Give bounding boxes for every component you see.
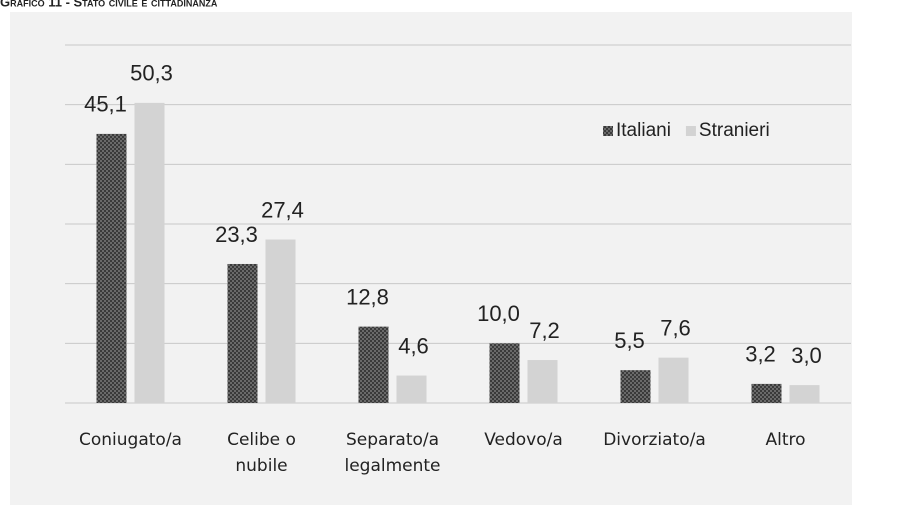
bar [489,343,520,403]
x-tick-label: Vedovo/a [484,430,563,450]
data-label: 7,2 [529,318,560,343]
x-tick-label: Coniugato/a [79,430,182,450]
bar [789,385,820,403]
data-label: 50,3 [130,61,173,86]
data-label: 12,8 [346,284,389,309]
x-tick-label: Divorziato/a [603,430,706,450]
bar [751,383,782,403]
data-label: 3,2 [745,342,776,367]
bar [134,102,165,404]
bar [227,263,258,403]
data-label: 23,3 [215,222,258,247]
data-label: 4,6 [398,333,429,358]
x-tick-label: Altro [765,430,805,450]
legend-swatch [685,126,696,136]
legend-swatch [603,126,613,136]
legend-label: Stranieri [699,120,770,141]
bar [620,370,651,403]
bar [265,239,296,403]
data-label: 27,4 [261,197,304,222]
data-label: 45,1 [84,92,127,117]
chart-title: Grafico 11 - Stato civile e cittadinanza [0,0,218,9]
bar [527,360,558,403]
bar [358,326,389,403]
x-tick-label: Celibe o nubile [227,430,296,476]
data-label: 10,0 [477,301,520,326]
data-label: 7,6 [660,315,691,340]
bar [96,133,127,404]
bar [396,375,427,403]
data-label: 5,5 [614,328,645,353]
legend-label: Italiani [616,120,671,141]
x-tick-label: Separato/a legalmente [344,430,440,476]
bar [658,357,689,403]
data-label: 3,0 [791,343,822,368]
